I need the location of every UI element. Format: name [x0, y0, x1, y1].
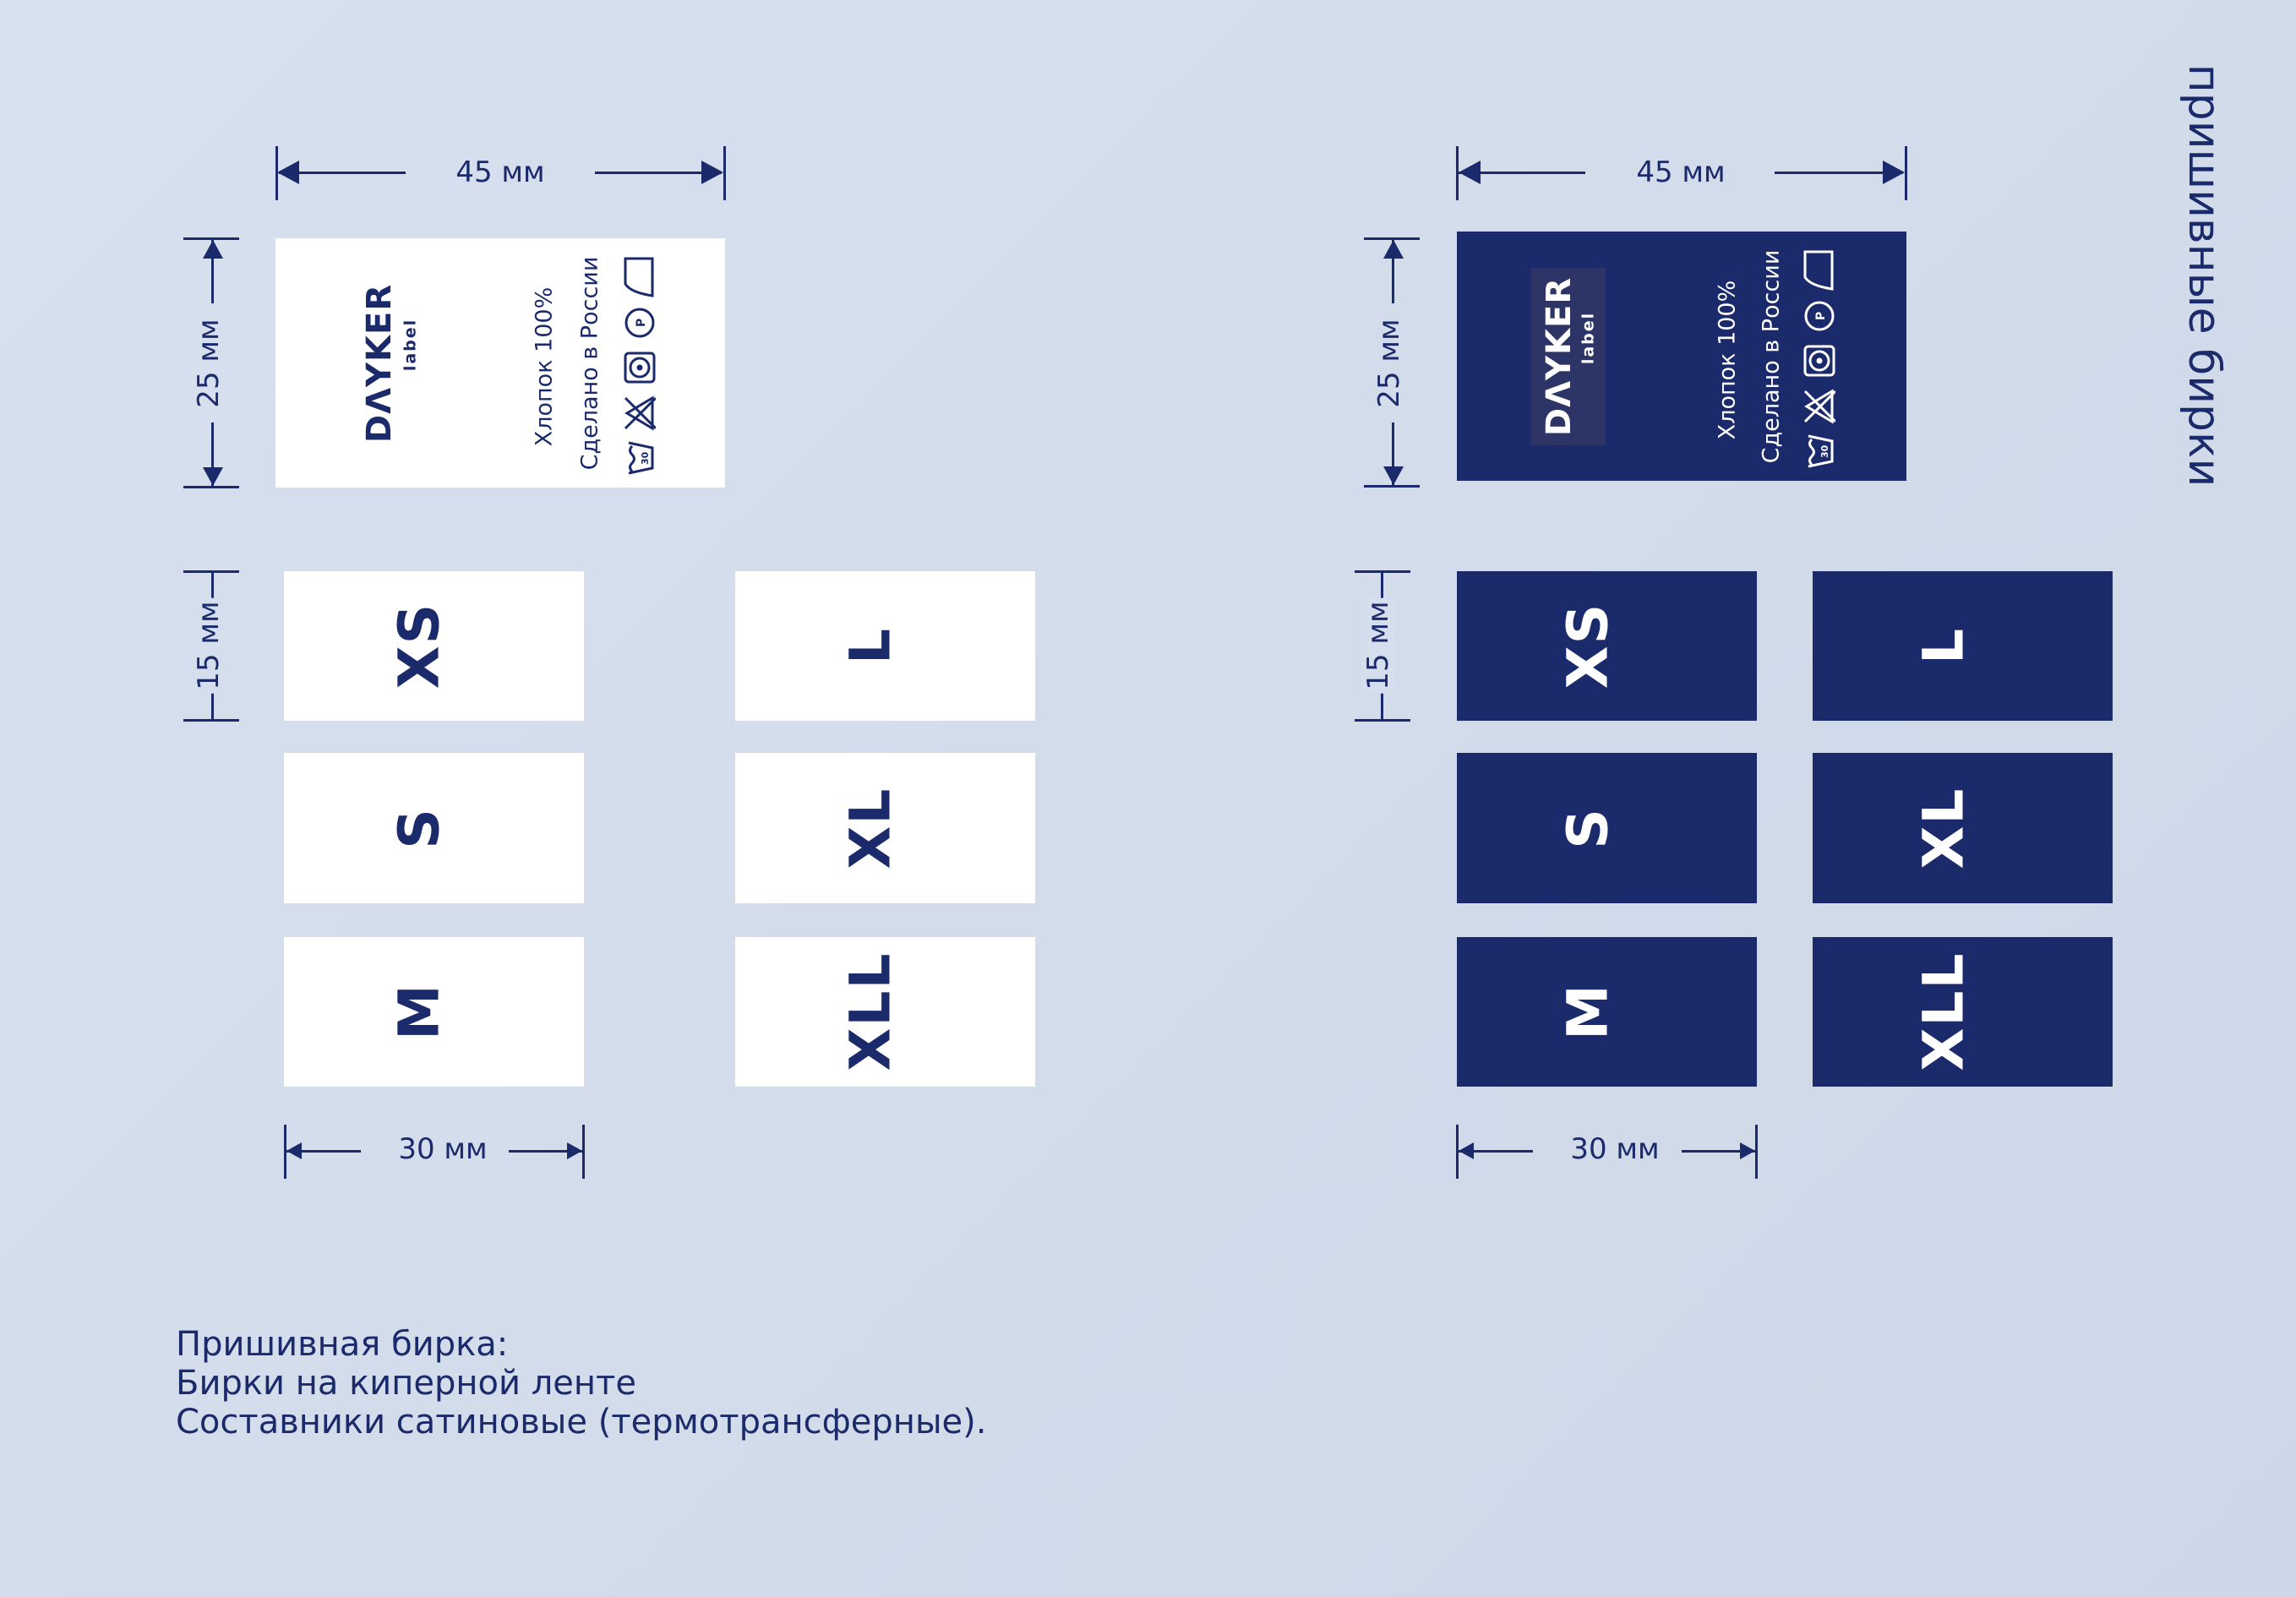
arrow-up-icon — [1383, 240, 1404, 259]
iron-icon — [624, 257, 654, 297]
size-tag-l: L — [735, 571, 1035, 721]
care-icons: 30 P — [622, 255, 657, 475]
size-label: XS — [386, 602, 452, 689]
size-tag-xll: XLL — [735, 937, 1035, 1087]
svg-text:30: 30 — [1819, 444, 1830, 458]
brand-sub: label — [1579, 311, 1598, 365]
size-label: S — [386, 807, 452, 849]
brand-logo: DΛYKER — [1540, 276, 1579, 437]
svg-text:30: 30 — [640, 451, 651, 465]
wash-30-icon: 30 — [628, 441, 654, 475]
arrow-left-icon — [1459, 1142, 1474, 1159]
composition-text: Хлопок 100% — [1714, 280, 1741, 440]
size-label: XL — [1911, 787, 1977, 869]
brand-logo: DΛYKER — [360, 283, 399, 444]
dimension-label: 45 мм — [455, 155, 545, 189]
brand-sub: label — [401, 318, 420, 372]
arrow-left-icon — [277, 161, 299, 184]
dimension-label: 45 мм — [1636, 155, 1726, 189]
size-label: M — [386, 983, 452, 1040]
tumble-dry-icon — [624, 352, 656, 384]
arrow-right-icon — [567, 1142, 582, 1159]
dry-clean-p-icon: P — [1804, 301, 1835, 331]
main-label-white: DΛYKER label Хлопок 100% Сделано в Росси… — [275, 238, 725, 488]
logo-box — [1531, 268, 1606, 445]
arrow-left-icon — [1459, 161, 1481, 184]
size-label: XLL — [837, 951, 903, 1071]
size-label: L — [837, 626, 903, 665]
size-label: M — [1555, 983, 1621, 1040]
arrow-right-icon — [1883, 161, 1905, 184]
origin-text: Сделано в России — [576, 256, 603, 471]
size-tag-s: S — [284, 753, 584, 903]
no-bleach-icon — [1803, 389, 1837, 424]
dimension-label: 15 мм — [192, 597, 226, 694]
page-title: пришивные бирки — [2179, 63, 2229, 488]
dimension-label: 30 мм — [1570, 1132, 1660, 1166]
dry-clean-p-icon: P — [624, 308, 655, 338]
dimension-label: 15 мм — [1361, 597, 1395, 694]
size-tag-s: S — [1457, 753, 1757, 903]
arrow-up-icon — [203, 240, 223, 259]
arrow-right-icon — [1740, 1142, 1755, 1159]
wash-30-icon: 30 — [1808, 434, 1834, 468]
svg-text:P: P — [635, 319, 648, 327]
size-tag-xll: XLL — [1813, 937, 2113, 1087]
size-label: L — [1911, 626, 1977, 665]
size-tag-m: M — [284, 937, 584, 1087]
note-line: Бирки на киперной ленте — [176, 1364, 636, 1403]
arrow-down-icon — [203, 467, 223, 486]
care-icons: 30 P — [1802, 248, 1837, 468]
size-tag-xl: XL — [735, 753, 1035, 903]
dimension-label: 25 мм — [1372, 319, 1406, 408]
size-tag-xs: XS — [284, 571, 584, 721]
svg-text:P: P — [1814, 312, 1828, 320]
note-line: Пришивная бирка: — [176, 1325, 509, 1364]
arrow-right-icon — [701, 161, 723, 184]
size-tag-xl: XL — [1813, 753, 2113, 903]
size-label: XL — [837, 787, 903, 869]
arrow-left-icon — [286, 1142, 302, 1159]
main-label-navy: DΛYKER label Хлопок 100% Сделано в Росси… — [1457, 232, 1906, 481]
size-label: S — [1555, 807, 1621, 849]
size-tag-l: L — [1813, 571, 2113, 721]
note-line: Составники сатиновые (термотрансферные). — [176, 1403, 987, 1442]
arrow-down-icon — [1383, 466, 1404, 485]
tumble-dry-icon — [1803, 345, 1835, 377]
iron-icon — [1803, 250, 1834, 291]
size-tag-xs: XS — [1457, 571, 1757, 721]
no-bleach-icon — [624, 395, 657, 431]
size-label: XS — [1555, 602, 1621, 689]
size-tag-m: M — [1457, 937, 1757, 1087]
notes: Пришивная бирка: Бирки на киперной ленте… — [176, 1325, 986, 1442]
dimension-label: 30 мм — [398, 1132, 488, 1166]
dimension-label: 25 мм — [192, 319, 226, 408]
size-label: XLL — [1911, 951, 1977, 1071]
composition-text: Хлопок 100% — [531, 286, 558, 447]
origin-text: Сделано в России — [1758, 249, 1785, 464]
